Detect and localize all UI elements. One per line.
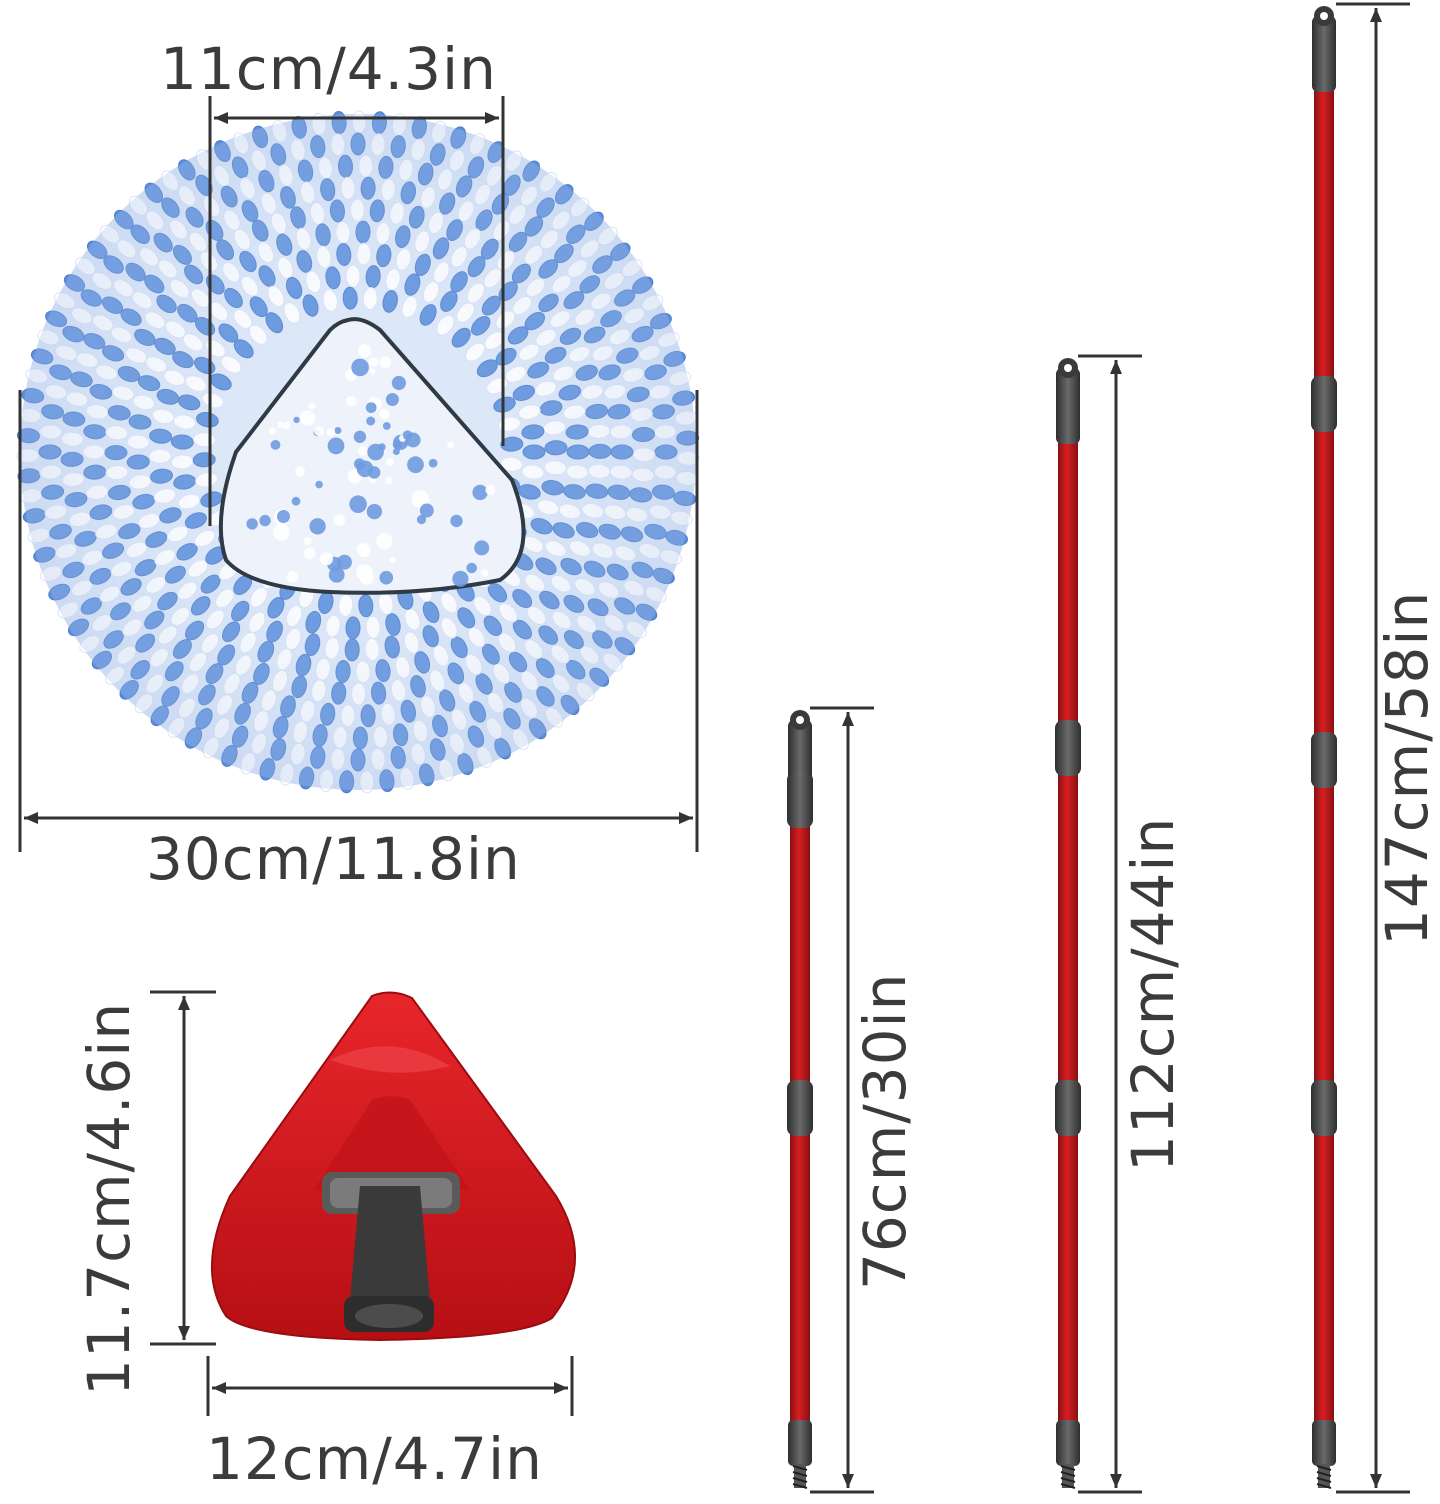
telescopic-pole-icon	[787, 710, 813, 1489]
triangle-mop-base-icon	[211, 991, 576, 1342]
mop-base-height-label: 11.7cm/4.6in	[75, 1001, 143, 1396]
mop-head-width-label: 30cm/11.8in	[146, 825, 521, 893]
microfiber-mop-head-icon	[16, 110, 700, 794]
pole-112-length-label: 112cm/44in	[1119, 816, 1187, 1172]
dimension-arrowheads	[24, 8, 1382, 1488]
telescopic-pole-icon	[1311, 6, 1337, 1489]
mop-head-inner-width-label: 11cm/4.3in	[160, 35, 497, 103]
pole-76-length-label: 76cm/30in	[851, 972, 919, 1290]
pole-147-length-label: 147cm/58in	[1373, 590, 1440, 946]
mop-base-width-label: 12cm/4.7in	[206, 1425, 543, 1493]
dimension-lines	[18, 2, 1410, 1494]
telescopic-pole-icon	[1055, 358, 1081, 1489]
